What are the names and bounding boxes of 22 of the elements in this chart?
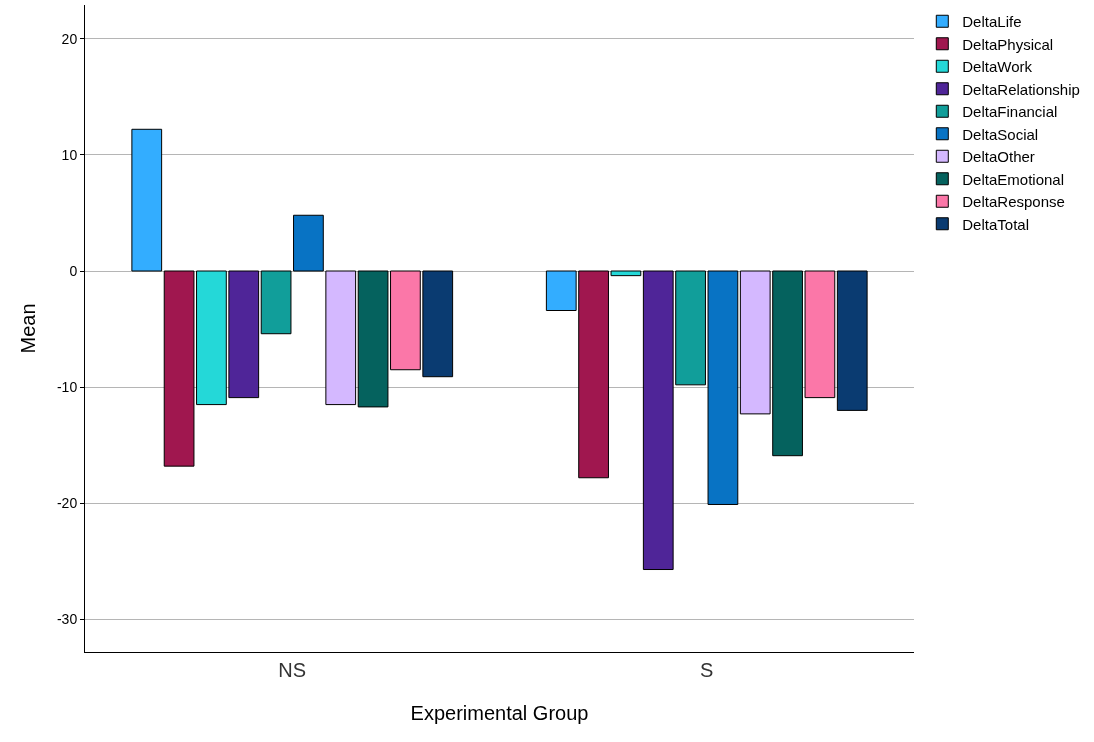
y-tick-label: -20 (56, 495, 78, 512)
x-axis-title: Experimental Group (410, 701, 589, 724)
legend-label: DeltaWork (962, 58, 1033, 76)
legend-label: DeltaRelationship (962, 80, 1080, 98)
bar (131, 128, 163, 272)
y-axis-title: Mean (17, 303, 39, 354)
bar (836, 270, 868, 411)
legend-label: DeltaLife (962, 13, 1022, 31)
legend-label: DeltaResponse (962, 193, 1065, 211)
legend-label: DeltaPhysical (962, 35, 1054, 53)
x-tick-label: S (700, 659, 714, 681)
y-tick-label: -30 (56, 611, 78, 628)
legend-label: DeltaEmotional (962, 170, 1065, 188)
legend-label: DeltaSocial (962, 125, 1039, 143)
y-tick-label: 0 (69, 262, 78, 279)
legend-label: DeltaOther (962, 148, 1035, 166)
legend-label: DeltaTotal (962, 215, 1029, 233)
y-tick-label: -10 (56, 379, 78, 396)
x-tick-label: NS (278, 659, 307, 681)
y-tick-label: 20 (61, 30, 78, 47)
y-tick-label: 10 (61, 146, 78, 163)
legend-label: DeltaFinancial (962, 103, 1058, 121)
